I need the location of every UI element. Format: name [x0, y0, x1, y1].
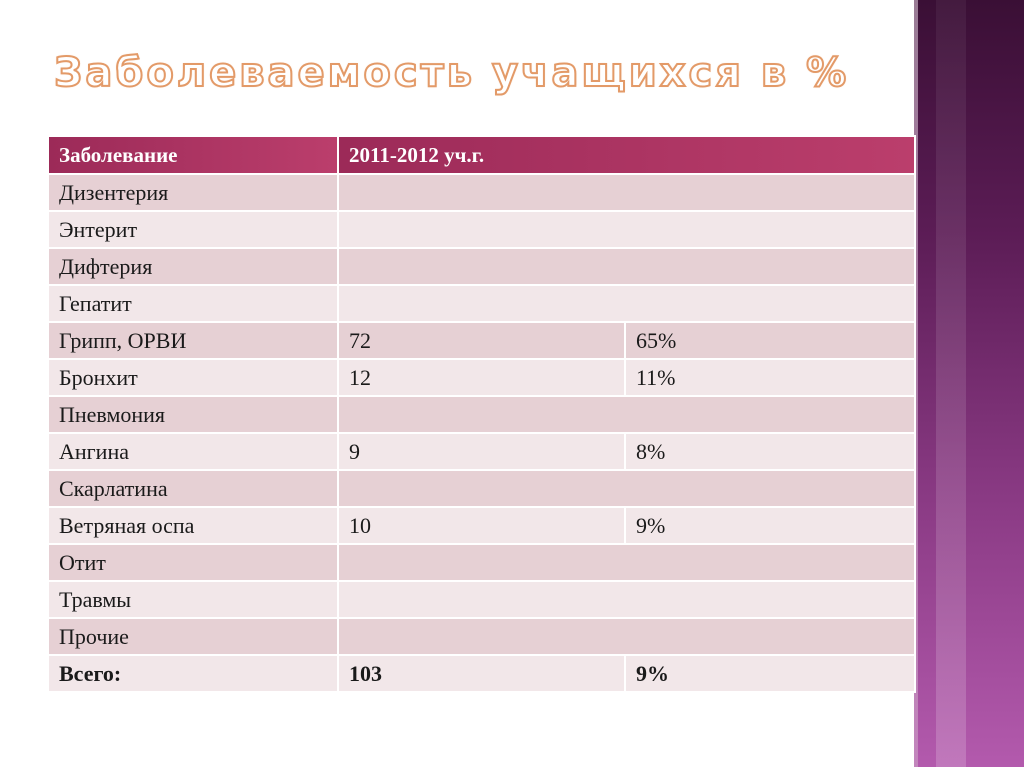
slide-title: Заболеваемость учащихся в %	[53, 49, 850, 97]
table-body: Дизентерия Энтерит Дифтерия Гепатит Грипп, О…	[47, 173, 917, 693]
percent-cell: 8%	[623, 432, 917, 471]
disease-name-cell: Прочие	[47, 617, 339, 656]
disease-name-cell: Отит	[47, 543, 339, 582]
disease-name-cell: Всего:	[47, 654, 339, 693]
disease-name-cell: Скарлатина	[47, 469, 339, 508]
decorative-side-band	[914, 0, 1024, 767]
empty-value-cell	[336, 247, 917, 286]
disease-name-cell: Ангина	[47, 432, 339, 471]
percent-cell: 11%	[623, 358, 917, 397]
empty-value-cell	[336, 543, 917, 582]
table-row: Пневмония	[47, 395, 917, 434]
percent-cell: 65%	[623, 321, 917, 360]
disease-name-cell: Дизентерия	[47, 173, 339, 212]
case-count-cell: 9	[337, 432, 626, 471]
table-row: Грипп, ОРВИ 72 65%	[47, 321, 917, 360]
percent-cell: 9%	[623, 506, 917, 545]
header-disease: Заболевание	[47, 135, 339, 175]
table-row: Дизентерия	[47, 173, 917, 212]
table-row: Скарлатина	[47, 469, 917, 508]
table-row: Травмы	[47, 580, 917, 619]
header-school-year: 2011-2012 уч.г.	[336, 135, 917, 175]
table-row: Прочие	[47, 617, 917, 656]
empty-value-cell	[336, 469, 917, 508]
disease-name-cell: Дифтерия	[47, 247, 339, 286]
table-row: Ангина 9 8%	[47, 432, 917, 471]
table-row: Ветряная оспа 10 9%	[47, 506, 917, 545]
case-count-cell: 72	[337, 321, 626, 360]
table-row: Отит	[47, 543, 917, 582]
empty-value-cell	[336, 580, 917, 619]
disease-name-cell: Гепатит	[47, 284, 339, 323]
table-row: Всего: 103 9%	[47, 654, 917, 693]
disease-name-cell: Бронхит	[47, 358, 339, 397]
empty-value-cell	[336, 617, 917, 656]
table-row: Дифтерия	[47, 247, 917, 286]
disease-name-cell: Ветряная оспа	[47, 506, 339, 545]
percent-cell: 9%	[623, 654, 917, 693]
table-row: Гепатит	[47, 284, 917, 323]
table-row: Бронхит 12 11%	[47, 358, 917, 397]
case-count-cell: 12	[337, 358, 626, 397]
empty-value-cell	[336, 210, 917, 249]
disease-name-cell: Грипп, ОРВИ	[47, 321, 339, 360]
table-header-row: Заболевание 2011-2012 уч.г.	[47, 135, 917, 175]
disease-name-cell: Травмы	[47, 580, 339, 619]
empty-value-cell	[336, 395, 917, 434]
disease-name-cell: Пневмония	[47, 395, 339, 434]
empty-value-cell	[336, 284, 917, 323]
disease-name-cell: Энтерит	[47, 210, 339, 249]
empty-value-cell	[336, 173, 917, 212]
morbidity-table: Заболевание 2011-2012 уч.г. Дизентерия Эн…	[47, 135, 917, 693]
case-count-cell: 10	[337, 506, 626, 545]
table-row: Энтерит	[47, 210, 917, 249]
case-count-cell: 103	[337, 654, 626, 693]
